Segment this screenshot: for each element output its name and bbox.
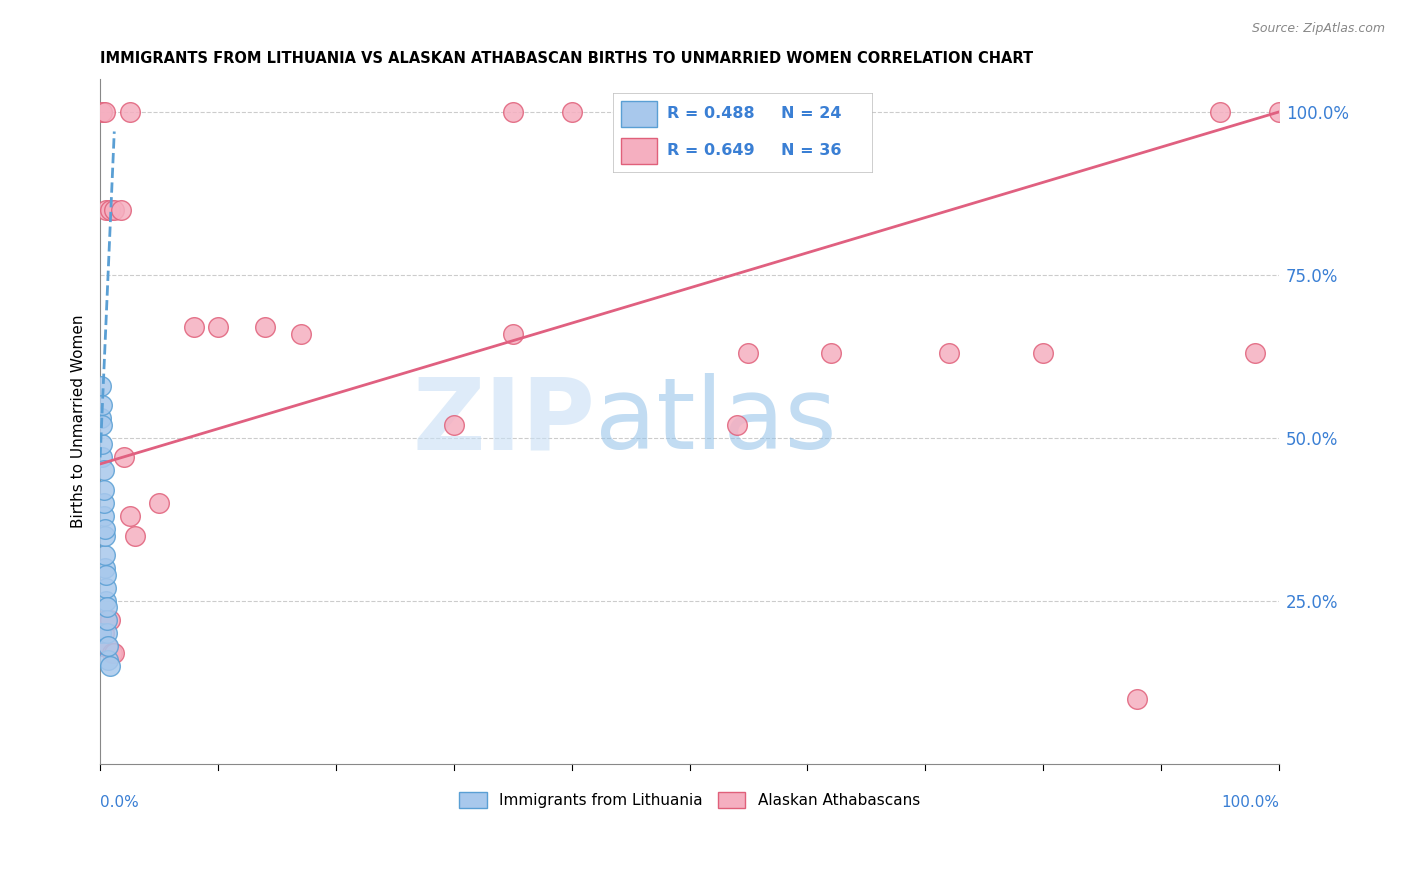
Point bbox=[93, 463, 115, 477]
Point bbox=[124, 529, 146, 543]
Point bbox=[1268, 104, 1291, 119]
Point bbox=[96, 626, 118, 640]
Point bbox=[1244, 346, 1267, 360]
Point bbox=[93, 496, 115, 510]
Text: IMMIGRANTS FROM LITHUANIA VS ALASKAN ATHABASCAN BIRTHS TO UNMARRIED WOMEN CORREL: IMMIGRANTS FROM LITHUANIA VS ALASKAN ATH… bbox=[100, 51, 1033, 66]
Point bbox=[91, 398, 114, 412]
Point bbox=[91, 104, 114, 119]
Point bbox=[93, 626, 115, 640]
Point bbox=[207, 320, 229, 334]
Point bbox=[101, 646, 124, 660]
Point bbox=[561, 104, 583, 119]
Point bbox=[93, 509, 115, 524]
Text: 100.0%: 100.0% bbox=[1220, 795, 1279, 810]
Point bbox=[94, 581, 117, 595]
Point bbox=[96, 614, 118, 628]
Point bbox=[118, 104, 141, 119]
Text: 0.0%: 0.0% bbox=[100, 795, 139, 810]
Point bbox=[90, 626, 112, 640]
Point bbox=[97, 640, 120, 654]
Point bbox=[94, 561, 117, 575]
Point bbox=[94, 614, 117, 628]
Point bbox=[91, 417, 114, 432]
Point bbox=[820, 346, 842, 360]
Text: atlas: atlas bbox=[595, 373, 837, 470]
Point bbox=[502, 326, 524, 341]
Point bbox=[94, 522, 117, 536]
Point bbox=[112, 450, 135, 465]
Point bbox=[725, 417, 748, 432]
Point bbox=[502, 104, 524, 119]
Point bbox=[91, 450, 114, 465]
Point bbox=[90, 411, 112, 425]
Point bbox=[94, 529, 117, 543]
Point bbox=[90, 378, 112, 392]
Point bbox=[938, 346, 960, 360]
Point bbox=[94, 202, 117, 217]
Legend: Immigrants from Lithuania, Alaskan Athabascans: Immigrants from Lithuania, Alaskan Athab… bbox=[453, 786, 927, 814]
Point bbox=[290, 326, 312, 341]
Point bbox=[1126, 691, 1149, 706]
Point bbox=[443, 417, 465, 432]
Point bbox=[94, 594, 117, 608]
Point bbox=[96, 600, 118, 615]
Point bbox=[98, 614, 121, 628]
Point bbox=[98, 202, 121, 217]
Text: ZIP: ZIP bbox=[412, 373, 595, 470]
Point bbox=[254, 320, 277, 334]
Text: Source: ZipAtlas.com: Source: ZipAtlas.com bbox=[1251, 22, 1385, 36]
Y-axis label: Births to Unmarried Women: Births to Unmarried Women bbox=[72, 315, 86, 528]
Point bbox=[110, 202, 132, 217]
Point bbox=[94, 548, 117, 562]
Point bbox=[619, 104, 641, 119]
Point bbox=[96, 640, 118, 654]
Point bbox=[93, 483, 115, 497]
Point bbox=[183, 320, 205, 334]
Point bbox=[103, 202, 125, 217]
Point bbox=[91, 437, 114, 451]
Point bbox=[94, 104, 117, 119]
Point bbox=[148, 496, 170, 510]
Point bbox=[1209, 104, 1232, 119]
Point bbox=[118, 509, 141, 524]
Point bbox=[737, 346, 759, 360]
Point bbox=[103, 646, 125, 660]
Point bbox=[94, 567, 117, 582]
Point bbox=[98, 659, 121, 673]
Point bbox=[97, 652, 120, 666]
Point bbox=[1032, 346, 1054, 360]
Point bbox=[90, 640, 112, 654]
